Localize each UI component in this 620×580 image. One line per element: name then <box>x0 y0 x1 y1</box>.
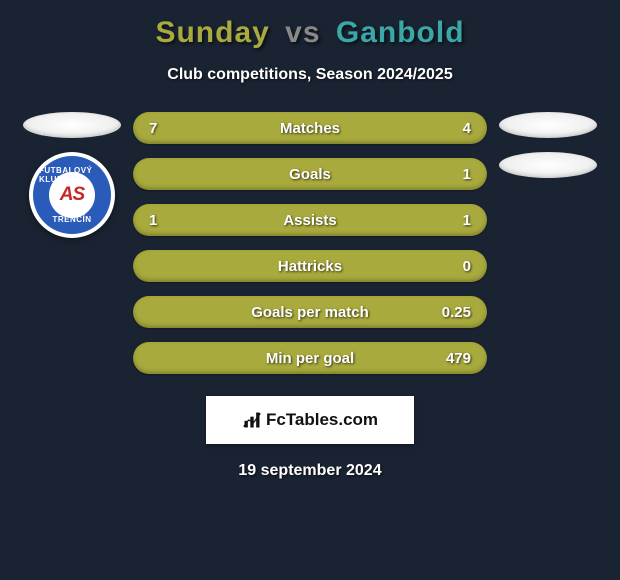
stat-label: Goals per match <box>133 304 487 321</box>
stat-value-right: 1 <box>463 212 471 229</box>
right-side-column <box>493 112 603 178</box>
stat-bar: Matches7 4 <box>133 112 487 144</box>
badge-center-text: AS <box>60 184 84 206</box>
content-row: FUTBALOVÝ KLUB AS TRENČÍN Matches7 4 Goals… <box>0 112 620 374</box>
subtitle: Club competitions, Season 2024/2025 <box>0 66 620 84</box>
stat-label: Goals <box>133 166 487 183</box>
player1-club-badge: FUTBALOVÝ KLUB AS TRENČÍN <box>29 152 115 238</box>
footer-brand-box: FcTables.com <box>206 396 414 444</box>
page-title: Sunday vs Ganbold <box>0 16 620 50</box>
stat-bar: Goals1 <box>133 158 487 190</box>
player2-club-placeholder <box>499 152 597 178</box>
stat-label: Assists <box>133 212 487 229</box>
player1-avatar-placeholder <box>23 112 121 138</box>
chart-icon <box>242 410 262 430</box>
left-side-column: FUTBALOVÝ KLUB AS TRENČÍN <box>17 112 127 238</box>
stat-value-right: 479 <box>446 350 471 367</box>
badge-text-bottom: TRENČÍN <box>52 215 91 224</box>
stat-value-left: 1 <box>149 212 157 229</box>
stat-value-right: 0.25 <box>442 304 471 321</box>
stat-bar: Goals per match0.25 <box>133 296 487 328</box>
player2-avatar-placeholder <box>499 112 597 138</box>
player1-name: Sunday <box>155 16 269 49</box>
stat-value-right: 4 <box>463 120 471 137</box>
stat-label: Min per goal <box>133 350 487 367</box>
comparison-card: Sunday vs Ganbold Club competitions, Sea… <box>0 0 620 490</box>
stat-value-right: 0 <box>463 258 471 275</box>
player2-name: Ganbold <box>336 16 465 49</box>
stats-column: Matches74Goals1Assists11Hattricks0Goals … <box>133 112 487 374</box>
vs-separator: vs <box>285 16 320 49</box>
stat-label: Hattricks <box>133 258 487 275</box>
stat-bar: Hattricks0 <box>133 250 487 282</box>
stat-bar: Assists1 1 <box>133 204 487 236</box>
stat-value-right: 1 <box>463 166 471 183</box>
footer-date: 19 september 2024 <box>0 462 620 480</box>
stat-value-left: 7 <box>149 120 157 137</box>
footer-brand-text: FcTables.com <box>266 410 378 430</box>
stat-label: Matches <box>133 120 487 137</box>
stat-bar: Min per goal479 <box>133 342 487 374</box>
